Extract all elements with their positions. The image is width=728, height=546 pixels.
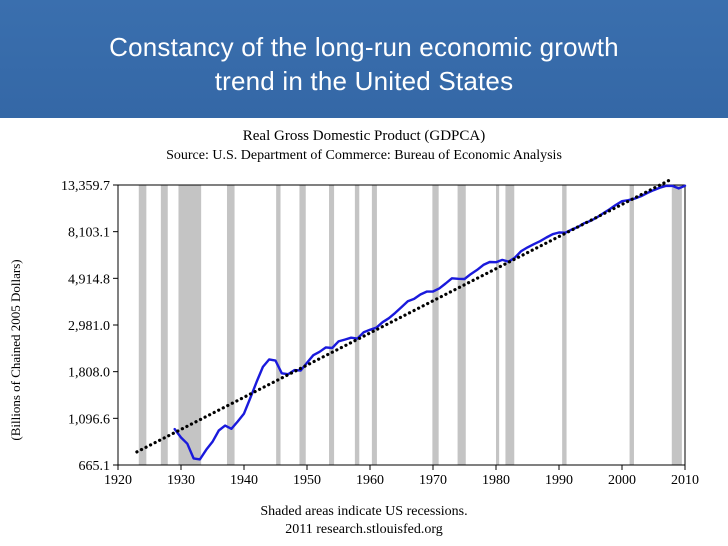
y-tick-label-2: 1,808.0: [68, 366, 110, 381]
y-tick-label-0: 665.1: [79, 459, 111, 474]
x-tick-label-1930: 1930: [167, 473, 195, 488]
series-gdpca-line: [173, 184, 687, 461]
axis-ticks: 1920 1930 1940 1950 1960 1970 1980 1990 2000 2010…: [61, 179, 699, 488]
recession-band-12: [505, 185, 515, 465]
y-tick-label-3: 2,981.0: [68, 319, 110, 334]
x-tick-label-1970: 1970: [419, 473, 447, 488]
chart-subtitle: Source: U.S. Department of Commerce: Bur…: [166, 148, 562, 163]
recession-band-10: [457, 185, 466, 465]
plot-frame: [117, 184, 686, 466]
chart-footnote-2: 2011 research.stlouisfed.org: [285, 522, 442, 537]
recession-band-13: [562, 185, 567, 465]
recession-band-2: [178, 185, 202, 465]
chart-footnote-1: Shaded areas indicate US recessions.: [260, 504, 467, 519]
y-tick-label-5: 8,103.1: [68, 226, 110, 241]
recession-band-8: [371, 185, 377, 465]
x-tick-label-1920: 1920: [104, 473, 132, 488]
recession-band-9: [432, 185, 439, 465]
gdp-chart: Real Gross Domestic Product (GDPCA) Sour…: [8, 128, 699, 537]
slide-title-line-2: trend in the United States: [214, 66, 514, 96]
recession-band-1: [160, 185, 168, 465]
recession-band-14: [629, 185, 634, 465]
recession-band-6: [329, 185, 335, 465]
slide-title: Constancy of the long-run economic growt…: [0, 30, 728, 98]
recession-band-15: [671, 185, 682, 465]
recession-band-11: [496, 185, 500, 465]
recession-band-3: [226, 185, 235, 465]
x-tick-label-2000: 2000: [608, 473, 636, 488]
x-tick-label-1940: 1940: [230, 473, 258, 488]
x-tick-label-1990: 1990: [545, 473, 573, 488]
y-tick-label-6: 13,359.7: [61, 179, 110, 194]
chart-title: Real Gross Domestic Product (GDPCA): [243, 128, 485, 144]
recession-band-5: [299, 185, 306, 465]
y-tick-label-4: 4,914.8: [68, 272, 110, 287]
x-tick-label-2010: 2010: [671, 473, 699, 488]
x-tick-label-1960: 1960: [356, 473, 384, 488]
recession-band-0: [138, 185, 147, 465]
series-lines: [135, 177, 687, 461]
chart-panel: Real Gross Domestic Product (GDPCA) Sour…: [0, 118, 728, 546]
x-tick-label-1980: 1980: [482, 473, 510, 488]
y-axis-label: (Billions of Chained 2005 Dollars): [8, 259, 23, 440]
y-tick-label-1: 1,096.6: [68, 412, 110, 427]
recession-band-4: [276, 185, 281, 465]
series-trend-line: [135, 177, 675, 454]
recession-bands: [138, 185, 682, 465]
recession-band-7: [354, 185, 360, 465]
slide-title-line-1: Constancy of the long-run economic growt…: [109, 32, 619, 62]
x-tick-label-1950: 1950: [293, 473, 321, 488]
